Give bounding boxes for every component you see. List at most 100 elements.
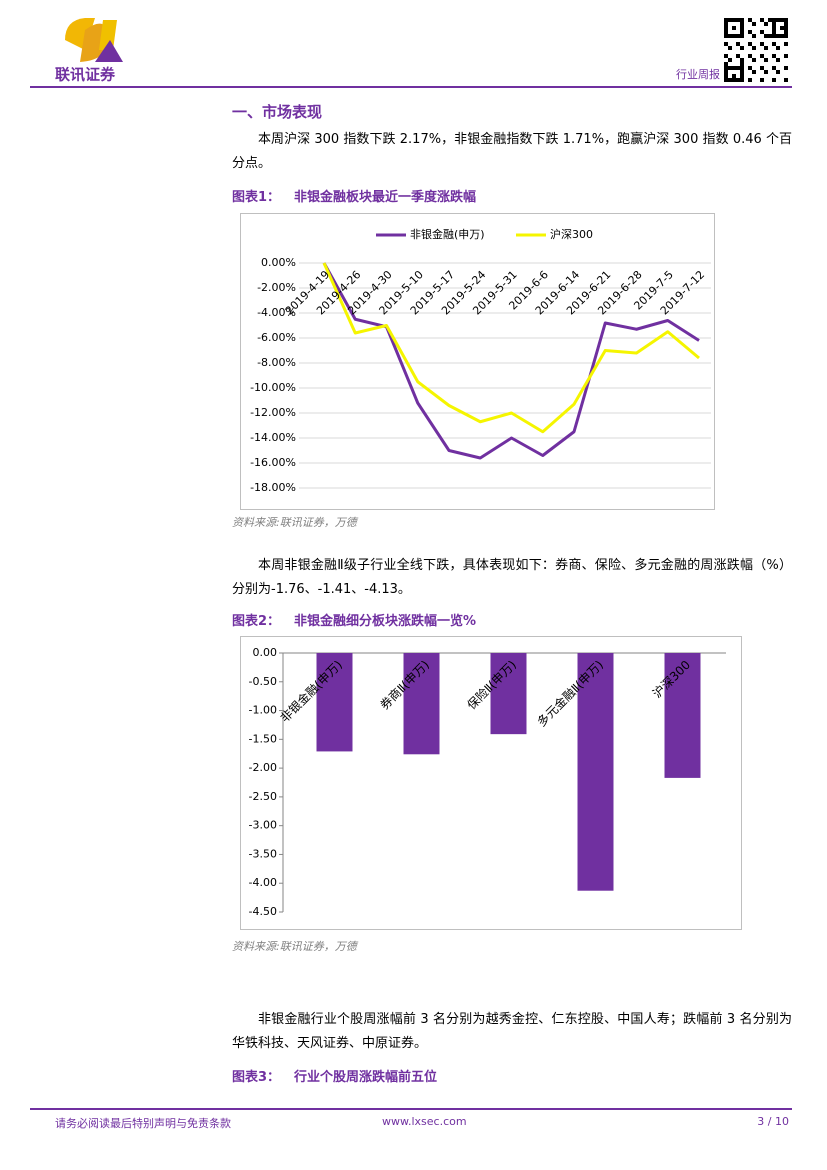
qr-cell <box>724 22 728 26</box>
qr-cell <box>784 34 788 38</box>
qr-cell <box>784 22 788 26</box>
y-tick-label: -3.00 <box>249 819 277 832</box>
qr-cell <box>764 58 768 62</box>
qr-cell <box>728 58 732 62</box>
qr-cell <box>768 34 772 38</box>
qr-cell <box>740 58 744 62</box>
qr-cell <box>768 18 772 22</box>
y-tick-label: -14.00% <box>250 431 296 444</box>
qr-cell <box>748 18 752 22</box>
qr-cell <box>776 18 780 22</box>
qr-cell <box>776 34 780 38</box>
y-tick-label: -2.00% <box>257 281 296 294</box>
y-tick-label: -16.00% <box>250 456 296 469</box>
y-tick-label: -4.00% <box>257 306 296 319</box>
qr-cell <box>732 74 736 78</box>
bar <box>577 653 614 891</box>
qr-cell <box>736 78 740 82</box>
qr-cell <box>740 34 744 38</box>
qr-cell <box>732 18 736 22</box>
qr-cell <box>748 30 752 34</box>
qr-cell <box>748 54 752 58</box>
y-tick-label: -2.50 <box>249 790 277 803</box>
qr-cell <box>752 58 756 62</box>
qr-cell <box>772 34 776 38</box>
qr-cell <box>784 78 788 82</box>
website: www.lxsec.com <box>382 1115 467 1128</box>
qr-cell <box>732 78 736 82</box>
y-tick-label: -18.00% <box>250 481 296 494</box>
qr-cell <box>736 42 740 46</box>
qr-cell <box>764 22 768 26</box>
qr-cell <box>780 26 784 30</box>
qr-cell <box>760 66 764 70</box>
bar <box>664 653 701 778</box>
qr-cell <box>724 54 728 58</box>
qr-cell <box>772 54 776 58</box>
qr-cell <box>752 46 756 50</box>
y-tick-label: 0.00 <box>253 646 278 659</box>
logo-text: 联讯证券 <box>55 66 116 84</box>
qr-cell <box>752 22 756 26</box>
qr-cell <box>764 46 768 50</box>
paragraph: 本周非银金融Ⅱ级子行业全线下跌，具体表现如下：券商、保险、多元金融的周涨跌幅（%… <box>232 558 792 597</box>
series-line <box>322 262 700 434</box>
qr-cell <box>740 66 744 70</box>
qr-cell <box>740 18 744 22</box>
qr-cell <box>748 42 752 46</box>
figure-caption: 图表3： 行业个股周涨跌幅前五位 <box>232 1066 451 1085</box>
qr-cell <box>776 70 780 74</box>
y-tick-label: -8.00% <box>257 356 296 369</box>
qr-cell <box>732 34 736 38</box>
qr-cell <box>772 26 776 30</box>
paragraph: 本周沪深 300 指数下跌 2.17%，非银金融指数下跌 1.71%，跑赢沪深 … <box>232 132 792 171</box>
y-tick-label: -4.50 <box>249 905 277 918</box>
qr-cell <box>740 22 744 26</box>
qr-cell <box>728 78 732 82</box>
qr-cell <box>760 30 764 34</box>
qr-cell <box>760 54 764 58</box>
chart: 0.00% -2.00% -4.00% -6.00% -8.00% -10.00% -12.… <box>250 227 711 494</box>
qr-cell <box>764 34 768 38</box>
figure-caption: 图表1： 非银金融板块最近一季度涨跌幅 <box>232 186 490 205</box>
qr-cell <box>780 18 784 22</box>
bar <box>403 653 440 755</box>
qr-cell <box>724 74 728 78</box>
qr-cell <box>772 22 776 26</box>
qr-cell <box>724 70 728 74</box>
paragraph: 非银金融行业个股周涨幅前 3 名分别为越秀金控、仁东控股、中国人寿；跌幅前 3 … <box>232 1012 792 1051</box>
qr-cell <box>784 30 788 34</box>
qr-cell <box>736 34 740 38</box>
qr-cell <box>736 54 740 58</box>
qr-cell <box>732 66 736 70</box>
y-tick-label: -1.50 <box>249 732 277 745</box>
qr-cell <box>784 26 788 30</box>
legend-label: 非银金融(申万) <box>410 227 485 241</box>
bar <box>316 653 353 752</box>
section-heading: 一、市场表现 <box>232 103 323 121</box>
figure-label: 图表1： <box>232 190 281 205</box>
qr-cell <box>760 42 764 46</box>
page-number: 3 / 10 <box>757 1115 789 1128</box>
qr-cell <box>784 66 788 70</box>
qr-cell <box>772 18 776 22</box>
qr-cell <box>724 26 728 30</box>
qr-cell <box>736 18 740 22</box>
bar <box>490 653 527 735</box>
qr-cell <box>724 18 728 22</box>
figure-label: 图表3： <box>232 1070 281 1085</box>
qr-cell <box>740 62 744 66</box>
qr-cell <box>728 66 732 70</box>
figure-source: 资料来源:联讯证券，万德 <box>232 940 357 953</box>
legend-label: 沪深300 <box>550 227 593 241</box>
qr-cell <box>740 30 744 34</box>
figure-title: 非银金融细分板块涨跌幅一览% <box>294 614 477 629</box>
y-tick-label: -10.00% <box>250 381 296 394</box>
figure-source: 资料来源:联讯证券，万德 <box>232 516 357 529</box>
chart-frame: 0.00% -2.00% -4.00% -6.00% -8.00% -10.00% -12.… <box>240 213 715 510</box>
qr-cell <box>736 66 740 70</box>
qr-cell <box>772 66 776 70</box>
qr-cell <box>724 30 728 34</box>
qr-cell <box>724 34 728 38</box>
